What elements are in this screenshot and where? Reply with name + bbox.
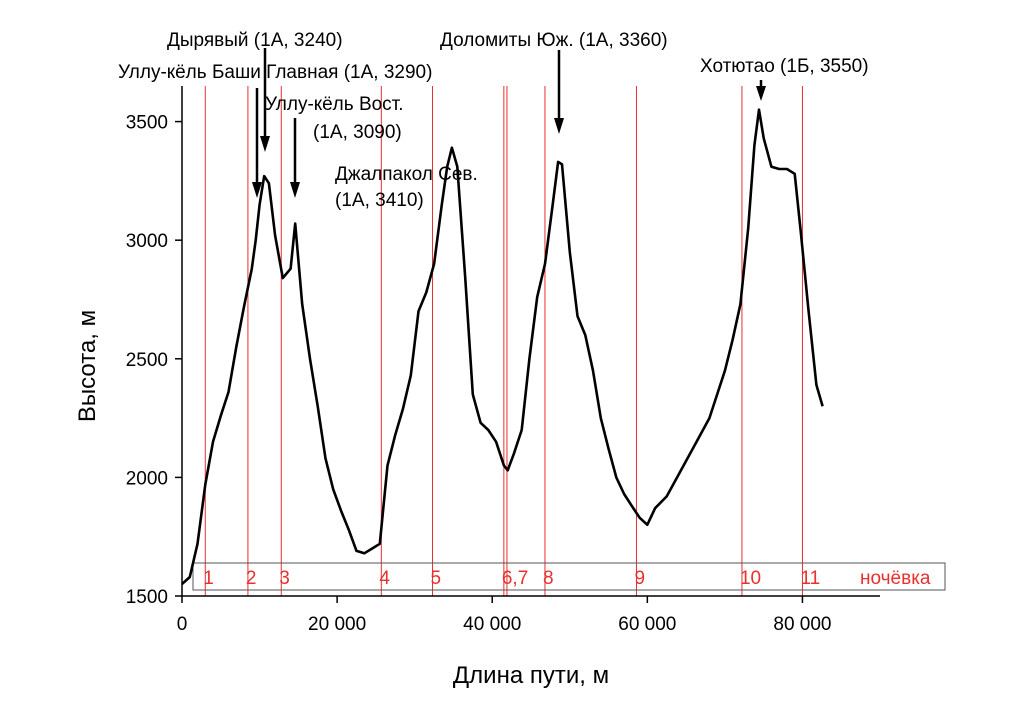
y-tick-label: 1500 — [126, 587, 168, 608]
arrow-dolomity-head — [554, 118, 564, 134]
night-stop-label: 9 — [634, 568, 645, 589]
night-stop-label: 1 — [203, 568, 214, 589]
night-stop-label: 6,7 — [502, 568, 528, 589]
night-stop-labels: 1 2 3 4 5 6,7 8 9 10 11 — [203, 568, 820, 589]
night-stop-label: 5 — [431, 568, 442, 589]
y-axis-ticks: 1500 2000 2500 3000 3500 — [126, 113, 182, 608]
y-tick-label: 2500 — [126, 350, 168, 371]
annotation-ullukel-east-line1: Уллу-кёль Вост. — [265, 94, 404, 115]
night-stop-label: 8 — [543, 568, 554, 589]
night-stop-label: 3 — [279, 568, 290, 589]
x-tick-label: 60 000 — [618, 614, 676, 635]
x-axis-label: Длина пути, м — [453, 662, 609, 689]
arrow-khotyutao-head — [756, 86, 766, 101]
night-stop-label: 4 — [379, 568, 390, 589]
annotation-dolomity: Доломиты Юж. (1А, 3360) — [440, 30, 668, 51]
arrow-ullukel-main-head — [252, 182, 262, 198]
x-tick-label: 80 000 — [773, 614, 831, 635]
annotation-dyryavyy: Дырявый (1А, 3240) — [167, 30, 343, 51]
night-stop-legend-box — [192, 562, 946, 591]
y-tick-label: 3000 — [126, 231, 168, 252]
x-tick-label: 40 000 — [463, 614, 521, 635]
y-axis-label: Высота, м — [74, 310, 101, 422]
night-stop-label: 11 — [800, 568, 820, 589]
y-tick-label: 2000 — [126, 468, 168, 489]
annotation-ullukel-east-line2: (1А, 3090) — [313, 122, 402, 143]
annotation-khotyutao: Хотютао (1Б, 3550) — [700, 56, 869, 77]
night-stop-label: 2 — [246, 568, 257, 589]
night-stop-legend-label: ночёвка — [860, 568, 931, 589]
x-axis-ticks: 0 20 000 40 000 60 000 80 000 — [177, 596, 832, 635]
x-tick-label: 0 — [177, 614, 188, 635]
summit-arrows — [252, 48, 766, 198]
night-stop-lines — [204, 86, 803, 596]
y-tick-label: 3500 — [126, 113, 168, 134]
x-tick-label: 20 000 — [308, 614, 366, 635]
annotation-ullukel-main: Уллу-кёль Баши Главная (1А, 3290) — [118, 62, 432, 83]
elevation-series-line — [181, 108, 824, 586]
annotation-dzhalpakol-line1: Джалпакол Сев. — [335, 164, 478, 185]
annotation-dzhalpakol-line2: (1А, 3410) — [335, 190, 424, 211]
arrow-ullukel-east-head — [290, 182, 300, 198]
arrow-dyryavyy-head — [260, 136, 270, 152]
night-stop-label: 10 — [740, 568, 761, 589]
